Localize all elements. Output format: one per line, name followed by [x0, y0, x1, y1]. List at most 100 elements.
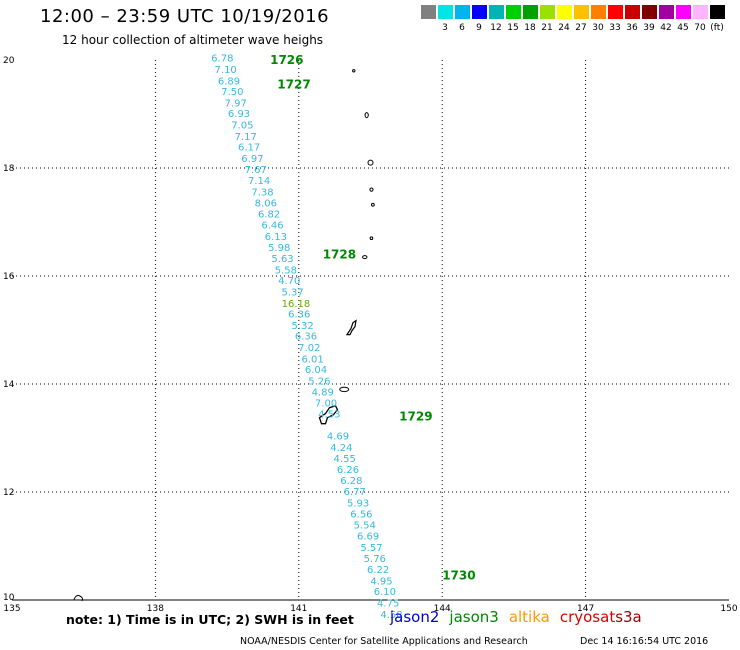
swh-reading: 6.56 [350, 509, 372, 520]
lon-tick-label: 141 [290, 604, 307, 614]
orbit-number-label: 1729 [399, 409, 432, 423]
satellite-key: jason2 jason3 altika cryosats3a [390, 608, 652, 626]
lat-tick-label: 20 [3, 56, 15, 66]
generated-timestamp: Dec 14 16:16:54 UTC 2016 [580, 636, 709, 647]
lat-tick-label: 10 [3, 593, 15, 603]
lat-tick-label: 12 [3, 488, 14, 498]
swh-reading: 4.70 [278, 276, 300, 287]
legend-swatch [438, 5, 453, 19]
legend-label: 9 [476, 23, 482, 33]
legend-swatch [676, 5, 691, 19]
satellite-name: jason3 [449, 608, 499, 626]
legend-label: 12 [490, 23, 502, 33]
units-note: note: 1) Time is in UTC; 2) SWH is in fe… [66, 612, 354, 627]
lon-tick-label: 135 [3, 604, 20, 614]
swh-reading: 16.18 [282, 299, 311, 310]
legend-label: (ft) [710, 23, 724, 33]
reef-outline [73, 595, 84, 602]
swh-reading: 6.77 [344, 487, 366, 498]
swh-reading: 7.97 [225, 98, 247, 109]
orbit-number-label: 1727 [277, 77, 310, 91]
satellite-name: jason2 [390, 608, 440, 626]
legend-label: 24 [558, 23, 570, 33]
swh-reading: 4.24 [330, 443, 352, 454]
swh-reading: 5.76 [364, 554, 386, 565]
island-outline [339, 386, 350, 393]
legend-swatch [455, 5, 470, 19]
legend-label: 21 [541, 23, 553, 33]
legend-label: 33 [609, 23, 621, 33]
lat-tick-label: 18 [3, 164, 15, 174]
swh-reading: 5.93 [347, 499, 369, 510]
swh-reading: 6.36 [295, 332, 317, 343]
swh-reading: 4.95 [370, 576, 392, 587]
island-outline [362, 255, 368, 260]
legend-label: 18 [524, 23, 536, 33]
saipan-outline [345, 319, 357, 336]
swh-reading: 4.55 [334, 454, 356, 465]
legend-swatch [506, 5, 521, 19]
legend-label: 30 [592, 23, 604, 33]
swh-reading: 6.10 [374, 587, 396, 598]
swh-reading: 4.89 [312, 387, 334, 398]
swh-reading: 6.13 [265, 232, 287, 243]
swh-reading: 5.54 [354, 521, 376, 532]
legend-label: 45 [677, 23, 689, 33]
swh-reading: 7.67 [245, 165, 267, 176]
legend-swatch [659, 5, 674, 19]
legend-label: 27 [575, 23, 587, 33]
map-title: 12:00 – 23:59 UTC 10/19/2016 [40, 6, 330, 27]
swh-reading: 5.58 [275, 265, 297, 276]
swh-reading: 7.38 [251, 188, 273, 199]
orbit-number-label: 1726 [270, 53, 303, 67]
swh-reading: 5.63 [271, 254, 293, 265]
swh-reading: 7.05 [231, 121, 253, 132]
legend-label: 42 [660, 23, 672, 33]
lat-tick-label: 14 [3, 380, 15, 390]
swh-reading: 6.97 [241, 154, 263, 165]
swh-reading: 6.46 [261, 220, 283, 231]
swh-reading: 6.22 [367, 565, 389, 576]
legend-swatch [608, 5, 623, 19]
legend-swatch [489, 5, 504, 19]
swh-reading: 7.00 [315, 399, 337, 410]
swh-reading: 6.69 [357, 532, 379, 543]
legend-label: 3 [442, 23, 448, 33]
legend-label: 36 [626, 23, 638, 33]
swh-reading: 4.69 [327, 432, 349, 443]
legend-swatch [557, 5, 572, 19]
guam-outline [318, 404, 339, 425]
legend-swatch [625, 5, 640, 19]
swh-reading: 6.89 [218, 76, 240, 87]
swh-reading: 4.53 [318, 409, 340, 420]
legend-swatch [574, 5, 589, 19]
credit-line: NOAA/NESDIS Center for Satellite Applica… [240, 636, 528, 647]
island-outline [352, 69, 356, 73]
island-outline [369, 187, 374, 192]
legend-label: 6 [459, 23, 465, 33]
swh-reading: 6.93 [228, 109, 250, 120]
legend-swatch [591, 5, 606, 19]
orbit-number-label: 1728 [323, 247, 356, 261]
lon-tick-label: 150 [720, 604, 737, 614]
island-outline [367, 159, 374, 166]
legend-swatch [472, 5, 487, 19]
swh-reading: 7.50 [221, 87, 243, 98]
legend-label: 70 [694, 23, 706, 33]
legend-swatch [642, 5, 657, 19]
island-outline [370, 202, 375, 207]
swh-reading: 4.58 [380, 610, 402, 621]
swh-reading: 7.10 [215, 65, 237, 76]
swh-reading: 5.37 [281, 287, 303, 298]
swh-reading: 7.17 [235, 132, 257, 143]
orbit-number-label: 1730 [442, 569, 475, 583]
legend-swatch [421, 5, 436, 19]
lon-tick-label: 144 [434, 604, 451, 614]
map-subtitle: 12 hour collection of altimeter wave hei… [62, 33, 324, 47]
swh-reading: 5.57 [360, 543, 382, 554]
swh-reading: 6.28 [340, 476, 362, 487]
swh-reading: 8.06 [255, 198, 277, 209]
satellite-name: altika [508, 608, 550, 626]
island-outline [369, 236, 374, 240]
